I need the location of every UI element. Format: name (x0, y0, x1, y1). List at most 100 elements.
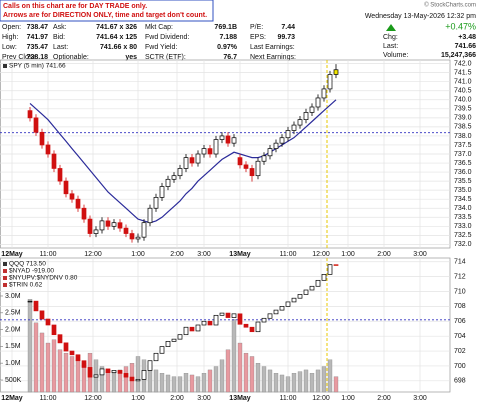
quote-label: Prev Close: (2, 54, 38, 61)
volume-bar (75, 359, 81, 393)
volume-bar (33, 322, 39, 393)
candle-body (309, 106, 315, 113)
y-tick-label: 735.0 (454, 187, 472, 194)
y-tick-label: 741.0 (454, 79, 472, 86)
candle-body (33, 117, 39, 133)
y-tick-label: 738.0 (454, 133, 472, 140)
volume-bar (249, 356, 255, 393)
notice-line: Arrows are for DIRECTION ONLY, time and … (3, 12, 207, 19)
y-tick-label: 712 (454, 273, 466, 280)
candle-body (291, 297, 297, 303)
volume-bar (327, 359, 333, 393)
x-tick-label: 13May (229, 395, 251, 402)
x-tick-label: 11:00 (40, 395, 57, 402)
quote-value: 741.64 x 125 (96, 34, 137, 41)
quote-label: Fwd Dividend: (145, 34, 189, 41)
volume-bar (219, 359, 225, 393)
volume-bar (291, 373, 297, 393)
candle-body (333, 264, 339, 266)
candle-body (63, 342, 69, 352)
y-tick-label: 734.0 (454, 205, 472, 212)
candle-body (153, 352, 159, 362)
candle-body (147, 207, 153, 224)
quote-value: 741.67 x 326 (96, 24, 137, 31)
candle-body (321, 88, 327, 99)
y-tick-label: 734.5 (454, 196, 472, 203)
candle-body (45, 318, 51, 326)
volume-bar (333, 376, 339, 393)
candle-body (81, 360, 87, 368)
x-tick-label: 12:00 (84, 251, 102, 258)
legend-swatch (3, 276, 7, 280)
candle-body (81, 207, 87, 220)
candle-body (69, 193, 75, 200)
quote-label: Bid: (53, 34, 65, 41)
quote-value: +3.48 (458, 34, 476, 41)
volume-bar (183, 373, 189, 393)
legend-label: $TRIN 0.62 (9, 282, 43, 289)
watermark: © StockCharts.com (424, 2, 476, 9)
quote-value: yes (125, 54, 137, 61)
y-tick-label: 736.0 (454, 169, 472, 176)
volume-bar (159, 373, 165, 393)
candle-body (189, 326, 195, 332)
moving-average (29, 99, 337, 224)
x-tick-label: 11:00 (40, 251, 57, 258)
volume-bar (231, 319, 237, 393)
candle-body (51, 153, 57, 169)
x-tick-label: 1:00 (131, 395, 145, 402)
candle-body (243, 164, 249, 169)
candle-body (219, 135, 225, 140)
candle-body (75, 354, 81, 362)
candle-body (225, 312, 231, 318)
candle-body (183, 157, 189, 169)
up-arrow (386, 24, 396, 31)
candle-body (195, 324, 201, 332)
volume-bar (213, 366, 219, 393)
candle-body (297, 119, 303, 126)
quote-value: 769.1B (214, 24, 237, 31)
volume-bar (255, 363, 261, 393)
candle-body (183, 326, 189, 336)
quote-value: 99.73 (277, 34, 295, 41)
candle-body (267, 313, 273, 319)
x-tick-label: 12:00 (312, 251, 330, 258)
x-tick-label: 12May (1, 251, 23, 258)
candle-body (333, 69, 339, 75)
x-tick-label: 1:00 (341, 251, 355, 258)
candle-body (249, 168, 255, 177)
candle-body (255, 160, 261, 177)
candle-body (297, 294, 303, 299)
y-tick-label: 733.0 (454, 223, 472, 230)
candle-body (93, 374, 99, 378)
x-tick-label: 12:00 (312, 395, 330, 402)
y-tick-label: 702 (454, 348, 466, 355)
candle-body (279, 137, 285, 144)
x-tick-label: 2:00 (377, 395, 391, 402)
notice-line: Calls on this chart are for DAY TRADE on… (3, 3, 147, 10)
y-tick-label: 740.0 (454, 97, 472, 104)
candle-body (291, 124, 297, 131)
candle-body (99, 368, 105, 376)
candle-body (207, 148, 213, 155)
quote-label: Chg: (383, 34, 398, 41)
volume-tick-label: 1.5M (5, 343, 21, 350)
candle-body (321, 274, 327, 281)
candle-body (327, 74, 333, 90)
volume-tick-label: 2.5M (5, 310, 21, 317)
candle-body (303, 112, 309, 121)
candle-body (123, 227, 129, 234)
y-tick-label: 740.5 (454, 88, 472, 95)
candle-body (309, 285, 315, 291)
volume-bar (27, 299, 33, 393)
quote-label: P/E: (250, 24, 263, 31)
volume-tick-label: 1.0M (5, 360, 21, 367)
volume-bar (123, 366, 129, 393)
candle-body (231, 137, 237, 144)
candle-body (87, 367, 93, 378)
volume-bar (207, 369, 213, 393)
candle-body (141, 370, 147, 380)
candle-body (117, 370, 123, 374)
candle-body (285, 130, 291, 139)
candle-body (75, 198, 81, 209)
